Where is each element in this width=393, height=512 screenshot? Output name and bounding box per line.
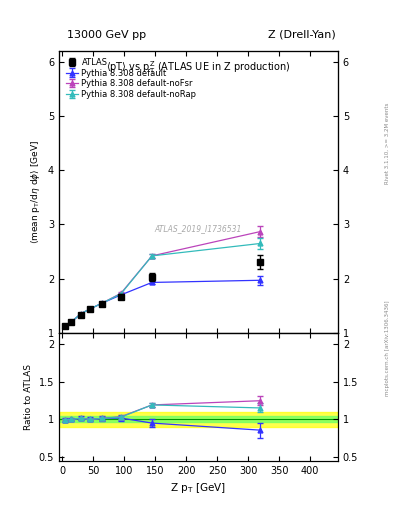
Text: Z (Drell-Yan): Z (Drell-Yan) [268,30,336,40]
X-axis label: Z p$_{\rm T}$ [GeV]: Z p$_{\rm T}$ [GeV] [171,481,226,495]
Text: mcplots.cern.ch [arXiv:1306.3436]: mcplots.cern.ch [arXiv:1306.3436] [385,301,389,396]
Text: Rivet 3.1.10, >= 3.2M events: Rivet 3.1.10, >= 3.2M events [385,103,389,184]
Text: ATLAS_2019_I1736531: ATLAS_2019_I1736531 [155,224,242,233]
Y-axis label: $\langle$mean p$_{\rm T}$/d$\eta$ d$\phi\rangle$ [GeV]: $\langle$mean p$_{\rm T}$/d$\eta$ d$\phi… [29,140,42,244]
Y-axis label: Ratio to ATLAS: Ratio to ATLAS [24,364,33,430]
Bar [59,416,338,422]
Text: 13000 GeV pp: 13000 GeV pp [67,30,146,40]
Legend: ATLAS, Pythia 8.308 default, Pythia 8.308 default-noFsr, Pythia 8.308 default-no: ATLAS, Pythia 8.308 default, Pythia 8.30… [63,55,199,101]
Bar [59,412,338,427]
Text: $\langle$pT$\rangle$ vs p$_{\rm T}^{\rm Z}$ (ATLAS UE in Z production): $\langle$pT$\rangle$ vs p$_{\rm T}^{\rm … [106,60,291,76]
